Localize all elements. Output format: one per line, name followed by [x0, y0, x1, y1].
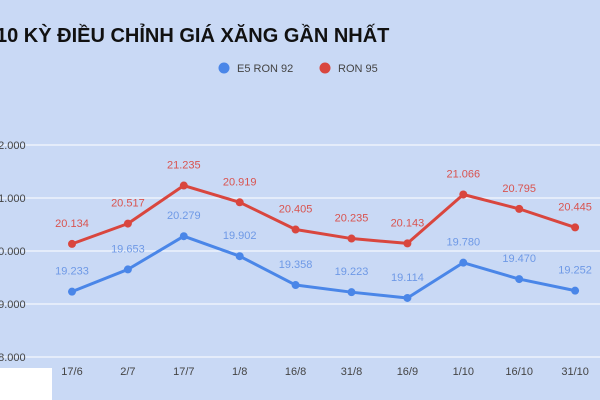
- data-label: 20.405: [279, 204, 313, 216]
- data-point: [347, 288, 356, 297]
- data-label: 20.517: [111, 198, 145, 210]
- data-label: 20.919: [223, 176, 257, 188]
- data-label: 19.653: [111, 243, 145, 255]
- legend-label-1: RON 95: [338, 63, 378, 75]
- series-layer: [68, 181, 580, 302]
- x-tick-label: 16/9: [397, 366, 418, 378]
- series-line-0: [71, 234, 576, 300]
- x-tick-label: 31/10: [561, 366, 589, 378]
- data-labels: 19.233 19.653 20.279 19.902 19.358 19.223 19.1…: [55, 160, 592, 284]
- y-tick-label: 19.000: [0, 299, 26, 311]
- data-label: 19.358: [279, 259, 313, 271]
- data-label: 19.902: [223, 230, 257, 242]
- data-point: [403, 293, 412, 302]
- y-tick-label: 18.000: [0, 352, 26, 364]
- data-label: 19.252: [558, 265, 592, 277]
- data-label: 21.235: [167, 160, 201, 172]
- x-axis-ticks: 17/6 2/7 17/7 1/8 16/8 31/8 16/9 1/10 16/10 31/10: [61, 366, 589, 378]
- legend-marker-1: [319, 62, 331, 74]
- data-point: [347, 234, 356, 243]
- series-line-1: [71, 184, 576, 246]
- y-axis-ticks: 18.000 19.000 20.000 21.000 22.000: [0, 140, 26, 364]
- x-tick-label: 17/7: [173, 366, 194, 378]
- data-label: 20.279: [167, 210, 201, 222]
- data-label: 21.066: [446, 169, 480, 181]
- data-point: [68, 239, 76, 248]
- data-point: [179, 232, 188, 241]
- data-point: [235, 198, 244, 207]
- x-tick-label: 16/10: [505, 366, 533, 378]
- y-tick-label: 21.000: [0, 193, 26, 205]
- data-label: 20.235: [335, 213, 369, 225]
- x-tick-label: 16/8: [285, 366, 306, 378]
- data-point: [571, 223, 580, 232]
- gridlines: [0, 144, 600, 358]
- y-tick-label: 20.000: [0, 246, 26, 258]
- data-label: 20.445: [558, 201, 592, 213]
- data-point: [515, 275, 524, 284]
- data-point: [235, 252, 244, 261]
- data-point: [459, 258, 468, 267]
- data-label: 19.470: [502, 253, 536, 265]
- data-point: [571, 286, 580, 295]
- data-label: 20.795: [502, 183, 536, 195]
- data-point: [123, 265, 132, 274]
- data-point: [403, 239, 412, 248]
- data-label: 19.780: [446, 237, 480, 249]
- x-tick-label: 1/10: [453, 366, 474, 378]
- x-tick-label: 31/8: [341, 366, 362, 378]
- x-tick-label: 2/7: [120, 366, 135, 378]
- data-point: [459, 190, 468, 199]
- x-tick-label: 17/6: [61, 366, 82, 378]
- legend-label-0: E5 RON 92: [237, 63, 293, 75]
- chart-title: 10 KỲ ĐIỀU CHỈNH GIÁ XĂNG GẦN NHẤT: [0, 23, 389, 47]
- data-point: [291, 225, 300, 234]
- data-point: [179, 181, 188, 190]
- y-tick-label: 22.000: [0, 140, 26, 152]
- data-point: [123, 219, 132, 228]
- x-tick-label: 1/8: [232, 366, 247, 378]
- data-label: 20.143: [391, 217, 425, 229]
- data-label: 20.134: [55, 218, 89, 230]
- legend: E5 RON 92 RON 95: [218, 62, 378, 75]
- white-patch: [0, 368, 52, 400]
- data-point: [291, 281, 300, 290]
- legend-marker-0: [218, 62, 230, 74]
- data-label: 19.223: [335, 266, 369, 278]
- data-label: 19.114: [391, 272, 424, 284]
- data-point: [515, 204, 524, 213]
- data-label: 19.233: [55, 266, 89, 278]
- data-point: [68, 287, 76, 296]
